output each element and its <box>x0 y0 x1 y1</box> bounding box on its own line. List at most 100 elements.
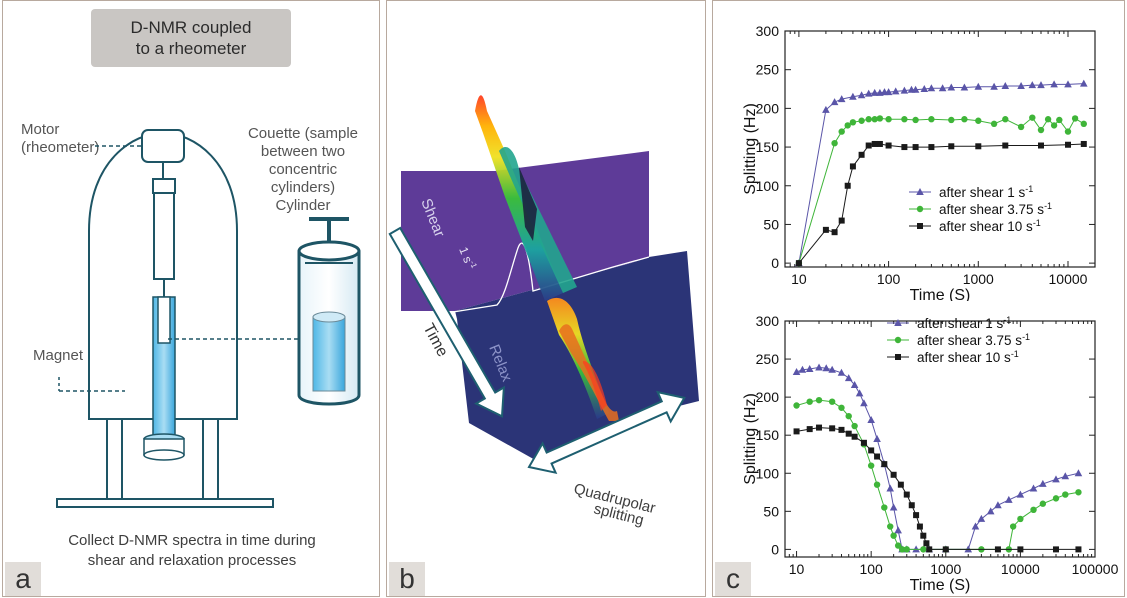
chart1-legend-name-2: after shear 10 s <box>917 350 1011 365</box>
chart0-legend-marker-0 <box>916 188 924 195</box>
chart0-series2-point-11 <box>901 144 908 151</box>
chart0-series2-point-13 <box>928 144 935 151</box>
chart0-series2-point-14 <box>948 143 955 150</box>
chart0-series0-point-27 <box>1064 80 1072 88</box>
couette-line-4: cylinders) <box>270 179 336 196</box>
chart0-series0-point-10 <box>884 88 893 96</box>
chart0-xtick-label-0: 10 <box>791 271 807 287</box>
chart0-legend-sup-1: -1 <box>1044 201 1052 211</box>
chart0-series2-point-15 <box>975 143 982 150</box>
chart0-legend-name-1: after shear 3.75 s <box>939 202 1044 217</box>
chart1-series2-point-16 <box>916 523 923 530</box>
chart0-ytick-label-3: 150 <box>756 139 780 155</box>
spectra-surface-plot: Shear 1 s-1 Relax Time Quadrupolar split… <box>388 95 699 529</box>
chart1-series2-point-3 <box>829 425 836 432</box>
chart1-legend-label-2: after shear 10 s-1 <box>917 349 1019 365</box>
chart0-series1-point-19 <box>1029 114 1036 121</box>
chart0-series0-point-17 <box>938 84 947 92</box>
chart0-xtick-label-1: 100 <box>877 271 901 287</box>
chart0-series0-point-21 <box>990 82 998 90</box>
motor-label-line1: Motor <box>21 121 60 138</box>
chart0-xtick-label-2: 1000 <box>963 271 994 287</box>
chart1-legend-label-0: after shear 1 s-1 <box>917 315 1011 331</box>
chart1-series0-point-32 <box>1061 472 1070 480</box>
couette-line-2: between two <box>260 143 346 160</box>
chart0-series0-point-6 <box>864 89 873 97</box>
couette-label: Couette (sample between two concentric c… <box>233 125 373 215</box>
chart1-series1-point-26 <box>1075 489 1082 496</box>
chart0-series1-point-23 <box>1056 116 1063 124</box>
quadrupolar-arrow <box>527 390 686 475</box>
chart1-series1-point-15 <box>903 546 910 553</box>
chart0-series0-point-15 <box>920 85 929 93</box>
chart0-series2-point-6 <box>858 151 865 158</box>
chart1-series2-point-13 <box>903 491 910 498</box>
chart0-series1-point-8 <box>876 115 884 122</box>
chart0-series1-point-6 <box>865 116 872 123</box>
chart1-series0-point-30 <box>1039 479 1047 487</box>
chart0-series1-point-14 <box>961 116 968 123</box>
chart1-series2-point-23 <box>1052 546 1059 553</box>
chart1-legend-label-1: after shear 3.75 s-1 <box>917 332 1030 348</box>
chart1-series2-point-10 <box>881 461 888 468</box>
couette-inner-sample <box>312 316 346 392</box>
chart1-series2-point-12 <box>897 481 904 488</box>
chart0-legend-name-2: after shear 10 s <box>939 219 1033 234</box>
chart0-ylabel: Splitting (Hz) <box>742 103 759 195</box>
chart1-series2-point-24 <box>1075 546 1082 553</box>
chart0-legend-name-0: after shear 1 s <box>939 185 1026 200</box>
chart1-series1-point-8 <box>867 462 875 469</box>
chart1-series0-point-2 <box>805 364 814 372</box>
panel-c: 0 50 100 150 200 250 300 10 100 1000 10000 Time (S)… <box>712 0 1125 597</box>
chart1-xtick-label-1: 100 <box>859 561 883 577</box>
chart0-legend-label-1: after shear 3.75 s-1 <box>939 201 1052 217</box>
chart0-series0-point-24 <box>1028 81 1037 89</box>
chart0-ytick-label-2: 100 <box>756 178 780 194</box>
motor-box <box>141 129 185 163</box>
chart0-series0-point-23 <box>1017 81 1025 89</box>
chart1-series2-point-5 <box>845 430 852 437</box>
chart1-series1-point-0 <box>793 402 800 409</box>
chart0-series1-point-2 <box>838 128 845 135</box>
chart0-series1-point-16 <box>990 120 998 128</box>
chart1-legend-marker-0 <box>894 319 902 326</box>
chart0-ytick-label-5: 250 <box>756 62 780 78</box>
chart0-series1-point-17 <box>1002 116 1009 123</box>
chart1-legend-marker-2 <box>895 354 901 360</box>
chart0-series1-point-4 <box>849 119 857 126</box>
chart1-ytick-label-1: 50 <box>763 503 779 519</box>
chart1-series2-point-21 <box>994 546 1001 553</box>
chart0-series2-point-4 <box>844 182 851 189</box>
chart0-series2-point-1 <box>822 226 829 233</box>
chart0-ytick-label-4: 200 <box>756 100 780 116</box>
time-arrow <box>388 226 505 418</box>
chart1-series0-point-0 <box>792 368 801 376</box>
chart1-series1-point-23 <box>1039 500 1047 507</box>
splitting-chart-relaxation: 0 50 100 150 200 250 300 10 100 1000 10000 100000 Ti… <box>742 313 1119 594</box>
chart0-series1-point-24 <box>1064 128 1072 135</box>
chart1-series0-point-16 <box>894 526 902 534</box>
chart1-legend-sup-1: -1 <box>1022 332 1030 342</box>
chart1-legend-marker-1 <box>894 336 902 344</box>
chart0-legend-marker-1 <box>916 205 924 213</box>
chart1-xlabel: Time (S) <box>910 577 971 594</box>
chart0-series2-point-17 <box>1037 142 1044 149</box>
chart1-series2-point-15 <box>913 512 920 519</box>
chart0-series1-point-18 <box>1017 123 1025 131</box>
chart0-series0-point-20 <box>974 82 983 90</box>
chart0-series2-point-7 <box>865 142 872 149</box>
chart1-series2-point-19 <box>926 546 933 553</box>
panel-a: D-NMR coupled to a rheometer Motor (rheo… <box>2 0 380 597</box>
chart1-series1-point-14 <box>898 546 906 553</box>
panel-b: Shear 1 s-1 Relax Time Quadrupolar split… <box>386 0 706 597</box>
chart1-series0-point-24 <box>977 514 986 522</box>
chart1-series0-point-5 <box>828 365 836 373</box>
chart1-series-line-0 <box>796 366 1079 550</box>
chart1-ytick-label-2: 100 <box>756 465 780 481</box>
chart0-series0-point-25 <box>1037 81 1045 89</box>
rate-superscript: -1 <box>468 259 479 269</box>
chart1-series1-point-25 <box>1062 491 1069 498</box>
chart1-series1-point-5 <box>845 412 852 420</box>
title-box: D-NMR coupled to a rheometer <box>91 9 291 67</box>
chart1-series0-point-23 <box>971 522 980 530</box>
